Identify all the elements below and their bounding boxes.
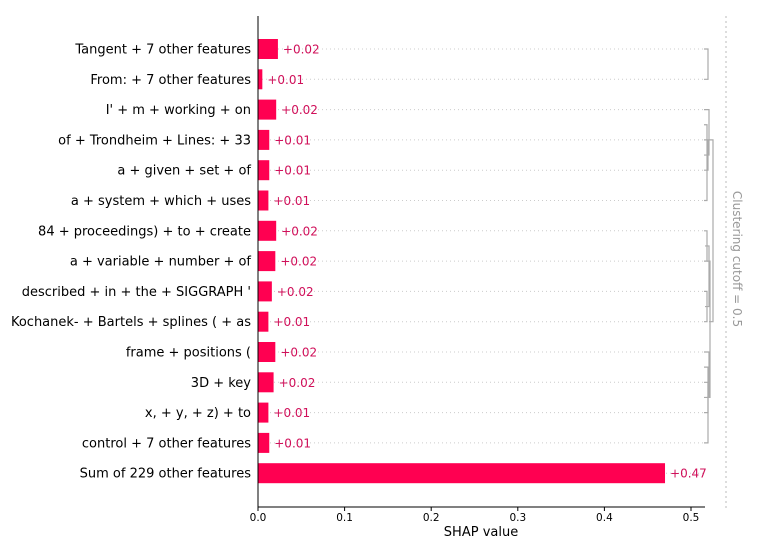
value-label: +0.02 (281, 103, 318, 117)
feature-label: Sum of 229 other features (80, 467, 252, 482)
value-label: +0.01 (273, 315, 310, 329)
feature-label: a + variable + number + of (70, 255, 252, 270)
feature-label: Kochanek- + Bartels + splines ( + as (11, 315, 251, 330)
x-tick-label: 0.2 (423, 512, 440, 524)
row-gridlines (258, 48, 705, 474)
feature-label: a + system + which + uses (71, 194, 251, 209)
dendrogram-bracket (704, 351, 710, 399)
bar (258, 99, 277, 120)
feature-label: 3D + key (191, 376, 252, 391)
x-tick-label: 0.1 (336, 512, 353, 524)
bar (258, 432, 270, 453)
value-label: +0.01 (274, 133, 311, 147)
value-label: +0.01 (274, 436, 311, 450)
x-tick-label: 0.0 (250, 512, 267, 524)
feature-label: x, + y, + z) + to (145, 406, 251, 421)
bar (258, 39, 278, 59)
bar (258, 372, 274, 393)
bars (258, 39, 666, 484)
x-axis-title: SHAP value (444, 525, 518, 540)
feature-label: of + Trondheim + Lines: + 33 (58, 133, 251, 148)
value-label: +0.02 (281, 224, 318, 238)
value-label: +0.47 (670, 467, 707, 481)
dendrogram-bracket (705, 245, 710, 308)
clustering-dendrogram (704, 48, 714, 444)
bar (258, 251, 276, 272)
value-label: +0.02 (280, 255, 317, 269)
x-tick-label: 0.5 (683, 512, 700, 524)
bar (258, 220, 277, 241)
value-label: +0.01 (267, 73, 304, 87)
bar (258, 402, 269, 423)
value-labels: +0.02 +0.01 +0.02 +0.01 +0.01 +0.01 +0.02 +0.02… (267, 43, 706, 481)
feature-labels: Tangent + 7 other features From: + 7 othe… (11, 43, 251, 482)
value-label: +0.01 (273, 406, 310, 420)
value-label: +0.01 (274, 164, 311, 178)
value-label: +0.02 (283, 43, 320, 57)
bar (258, 463, 666, 484)
bar (258, 311, 269, 332)
dendrogram-bracket (709, 139, 714, 323)
x-axis-ticks: 0.0 0.1 0.2 0.3 0.4 0.5 (250, 507, 700, 524)
x-tick-label: 0.3 (509, 512, 526, 524)
feature-label: frame + positions ( (126, 346, 251, 361)
dendrogram-bracket (704, 366, 709, 444)
bar (258, 281, 272, 302)
feature-label: control + 7 other features (82, 436, 251, 451)
bar (258, 342, 276, 362)
dendrogram-bracket (704, 124, 708, 202)
value-label: +0.02 (280, 346, 317, 360)
clustering-cutoff-label: Clustering cutoff = 0.5 (730, 191, 744, 327)
feature-label: Tangent + 7 other features (74, 43, 251, 58)
feature-label: described + in + the + SIGGRAPH ' (22, 285, 251, 300)
bar (258, 69, 263, 90)
feature-label: 84 + proceedings) + to + create (38, 224, 251, 239)
feature-label: From: + 7 other features (90, 73, 251, 88)
bar (258, 190, 269, 211)
dendrogram-bracket (707, 260, 711, 399)
bar (258, 160, 270, 181)
value-label: +0.01 (273, 194, 310, 208)
value-label: +0.02 (277, 285, 314, 299)
value-label: +0.02 (279, 376, 316, 390)
feature-label: a + given + set + of (117, 164, 251, 179)
dendrogram-bracket (704, 48, 709, 80)
x-tick-label: 0.4 (596, 512, 613, 524)
feature-label: I' + m + working + on (106, 103, 251, 118)
bar (258, 129, 270, 150)
